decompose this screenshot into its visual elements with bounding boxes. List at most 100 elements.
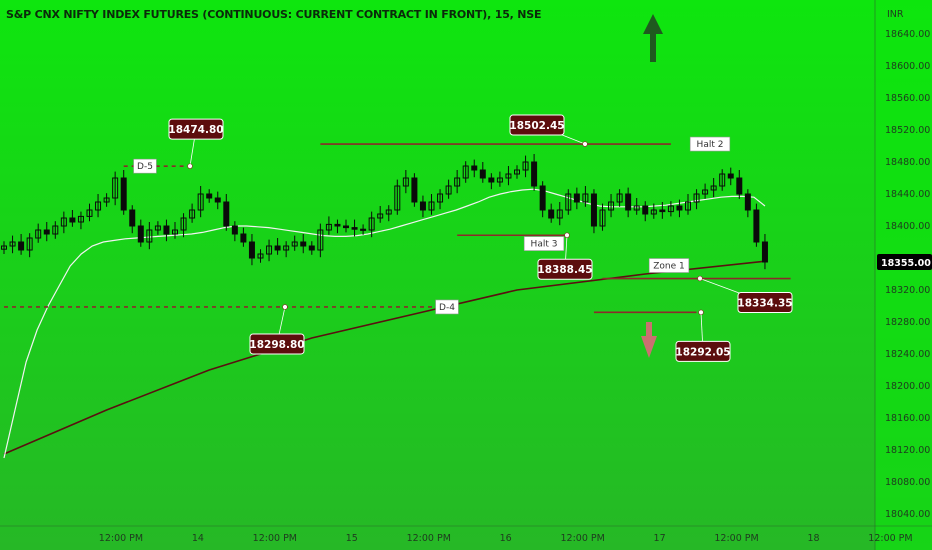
annotation-box xyxy=(435,299,459,315)
price-tag: 18388.45 xyxy=(537,258,593,280)
price-tick-label: 18240.00 xyxy=(885,349,930,360)
price-tick-label: 18120.00 xyxy=(885,445,930,456)
price-tag: 18298.80 xyxy=(249,333,305,355)
price-tag-box xyxy=(249,333,305,355)
price-tick-label: 18160.00 xyxy=(885,413,930,424)
candle-body xyxy=(548,209,555,219)
time-tick-label: 12:00 PM xyxy=(407,533,451,544)
candle-body xyxy=(437,193,444,203)
candle xyxy=(69,210,76,227)
candle-body xyxy=(95,201,102,211)
candle xyxy=(9,235,16,254)
candle-body xyxy=(300,241,307,247)
candle-body xyxy=(283,245,290,251)
price-tick-label: 18400.00 xyxy=(885,221,930,232)
candle-body xyxy=(69,217,76,223)
candle-body xyxy=(334,223,341,227)
candle xyxy=(189,203,196,223)
candle-body xyxy=(180,217,187,231)
candle-body xyxy=(650,209,657,215)
candle-body xyxy=(120,177,127,211)
candle xyxy=(180,213,187,238)
candle-body xyxy=(257,253,264,259)
candle-body xyxy=(736,177,743,195)
candle-body xyxy=(385,209,392,215)
candle xyxy=(248,234,255,266)
price-axis: INR 18640.00 18600.00 18560.00 18520.00 18480… xyxy=(874,0,932,550)
candle-body xyxy=(351,227,358,230)
candle-body xyxy=(633,205,640,211)
candle xyxy=(1,241,7,254)
candle-body xyxy=(419,201,426,211)
candle xyxy=(77,211,84,230)
candle xyxy=(18,234,25,255)
candle-body xyxy=(693,193,700,203)
candle xyxy=(163,219,170,242)
price-tag-label: 18474.80 xyxy=(168,124,223,136)
candle-body xyxy=(582,193,589,203)
levels-layer: 18502.45 18474.80 18388.45 18334.35 18298.80… xyxy=(4,114,793,362)
candle-body xyxy=(710,185,717,191)
price-tag-box xyxy=(675,340,731,362)
candle xyxy=(43,222,50,242)
candle-body xyxy=(103,197,110,203)
price-axis-strip xyxy=(875,0,932,550)
level-anchor xyxy=(582,141,588,147)
level-anchor xyxy=(187,163,193,169)
price-tick-label: 18280.00 xyxy=(885,317,930,328)
candle-body xyxy=(240,233,247,243)
candle-body xyxy=(368,217,375,231)
candle-body xyxy=(514,169,520,175)
price-tag: 18292.05 xyxy=(675,340,731,362)
candle-body xyxy=(667,205,674,213)
candle xyxy=(454,170,461,194)
candle xyxy=(702,183,709,199)
price-tick-label: 18560.00 xyxy=(885,93,930,104)
price-tick-label: 18520.00 xyxy=(885,125,930,136)
candle-body xyxy=(377,213,384,219)
candle xyxy=(608,194,615,218)
level-anchor xyxy=(282,304,288,310)
candle xyxy=(710,178,717,198)
candle xyxy=(172,222,178,239)
candle xyxy=(146,222,153,250)
candle xyxy=(60,211,67,234)
candle xyxy=(95,194,102,218)
candle xyxy=(437,189,444,210)
candle xyxy=(556,202,563,226)
candle xyxy=(761,234,768,270)
candle xyxy=(360,224,367,235)
slow-moving-average xyxy=(3,260,766,455)
candle xyxy=(445,179,452,199)
time-tick-label: 12:00 PM xyxy=(868,533,912,544)
candle xyxy=(488,173,495,190)
candle xyxy=(505,166,512,186)
candle-body xyxy=(556,209,563,219)
price-tag-box xyxy=(509,114,565,136)
candle xyxy=(522,155,529,178)
candle xyxy=(744,189,751,218)
candle xyxy=(727,167,734,186)
candle xyxy=(659,202,666,219)
last-price-box xyxy=(877,254,932,270)
time-tick-label: 18 xyxy=(807,533,819,544)
price-tick-label: 18640.00 xyxy=(885,29,930,40)
candle xyxy=(231,221,238,242)
candle xyxy=(103,193,110,207)
chart-title: S&P CNX NIFTY INDEX FUTURES (CONTINUOUS:… xyxy=(6,8,542,21)
candle-body xyxy=(163,225,170,235)
price-tick-label: 18080.00 xyxy=(885,477,930,488)
candle-body xyxy=(197,193,204,211)
annotation-label: Zone 1 xyxy=(648,258,690,273)
candle-body xyxy=(454,177,461,187)
up-arrow-icon xyxy=(643,14,663,62)
candle xyxy=(351,219,358,237)
candle-body xyxy=(394,185,401,211)
time-tick-label: 14 xyxy=(192,533,204,544)
last-price-label: 18355.00 xyxy=(881,258,931,269)
candle xyxy=(214,191,221,210)
annotation-box xyxy=(133,158,157,174)
candle xyxy=(283,241,290,258)
